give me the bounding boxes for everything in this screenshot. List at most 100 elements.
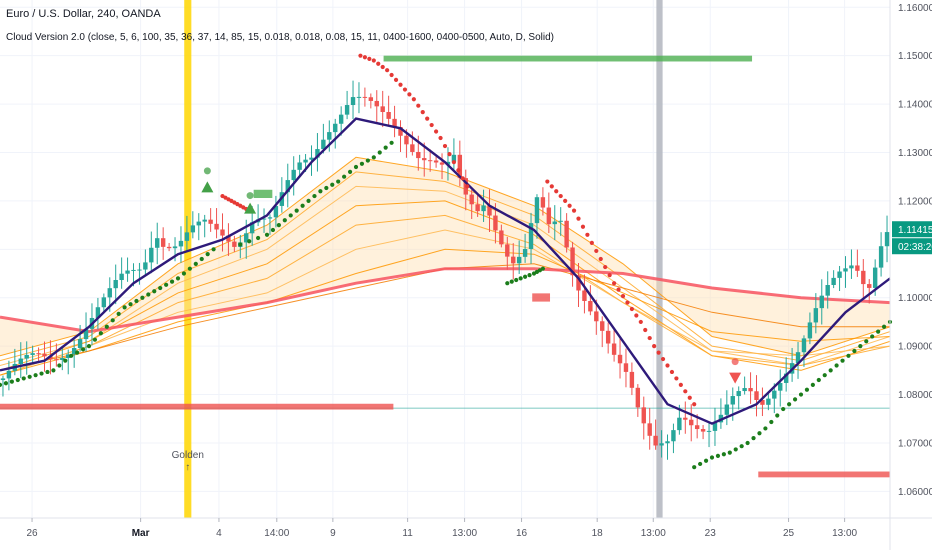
sell-triangle (729, 372, 742, 384)
sar-bull-dot (128, 302, 133, 307)
sar-bull-dot (804, 387, 810, 392)
sar-bull-dot (282, 218, 287, 223)
candle-body (813, 308, 819, 323)
sar-bull-dot (276, 223, 281, 228)
sar-bull-dot (787, 402, 792, 407)
sar-bear-dot (545, 179, 550, 184)
candle-body (766, 398, 771, 405)
candle-body (398, 127, 403, 136)
candle-body (190, 225, 196, 233)
candle-body (546, 207, 552, 225)
sar-bear-dot (407, 92, 412, 97)
y-tick-label: 1.06000 (898, 487, 932, 498)
sar-bull-dot (751, 436, 756, 441)
sar-bull-dot (21, 376, 26, 381)
candle-body (594, 311, 599, 322)
sar-bear-dot (425, 116, 430, 121)
sar-bull-dot (721, 452, 726, 457)
candle-body (291, 169, 296, 181)
sar-bear-dot (674, 376, 679, 381)
candle-body (333, 123, 338, 133)
ribbon-fill (0, 157, 890, 356)
candle-body (226, 235, 231, 242)
candle-body (107, 288, 112, 298)
candle-body (760, 400, 765, 405)
sar-bull-dot (383, 145, 388, 150)
sar-bull-dot (792, 397, 798, 402)
sar-bull-dot (187, 266, 192, 271)
sar-bear-dot (567, 203, 572, 208)
y-tick-label: 1.15000 (898, 51, 932, 62)
ribbon-line (0, 185, 891, 367)
fast-ma-line (0, 117, 891, 425)
candle-body (600, 321, 605, 331)
current-price: 1.11415 (898, 225, 932, 236)
time-axis[interactable]: 26 Mar 4 14:00 9 11 13:00 16 18 13:00 23 25 13:00 (0, 517, 932, 539)
candle-body (783, 373, 789, 383)
sar-bear-dot (465, 184, 470, 189)
candle-body (232, 241, 237, 247)
candle-body (700, 429, 706, 432)
candle-body (499, 230, 504, 245)
sar-bull-dot (852, 348, 857, 354)
sar-bull-dot (193, 261, 198, 266)
candle-body (356, 96, 362, 98)
sar-bull-dot (514, 277, 519, 283)
sar-bull-dot (840, 358, 845, 363)
sar-bull-dot (158, 285, 163, 291)
sar-bull-dot (703, 458, 709, 463)
sar-bear-dot (585, 232, 590, 237)
slow-ma-line (0, 267, 891, 334)
candle-body (605, 330, 611, 344)
annotation-tick: ↑ (185, 462, 190, 473)
candle-body (665, 441, 670, 444)
x-tick-label: Mar (132, 528, 150, 539)
sar-bull-dot (3, 381, 9, 386)
sar-bull-dot (247, 239, 252, 244)
sar-bull-dot (389, 140, 394, 145)
sar-bear-dot (589, 240, 594, 245)
candle-body (220, 229, 225, 236)
candle-body (380, 106, 385, 113)
sar-bull-dot (692, 465, 697, 470)
candle-body (801, 338, 807, 353)
sar-bear-dot (683, 389, 688, 394)
sar-bull-dot (870, 334, 875, 339)
candle-body (427, 160, 433, 162)
candle-body (778, 382, 783, 391)
candle-body (214, 223, 219, 230)
sar-bear-dot (634, 313, 639, 318)
x-tick-label: 18 (592, 528, 604, 539)
x-tick-label: 13:00 (641, 528, 666, 539)
sar-bull-dot (104, 324, 109, 329)
sar-bear-dot (438, 135, 443, 141)
candle-body (878, 246, 884, 268)
candle-body (137, 269, 142, 271)
sar-bull-dot (122, 305, 127, 310)
sar-bear-dot (665, 363, 670, 368)
sar-bull-dot (509, 279, 514, 284)
candle-body (149, 247, 154, 263)
candle-body (350, 97, 356, 106)
sar-bull-dot (858, 344, 863, 349)
candle-body (42, 353, 47, 357)
candle-body (754, 391, 759, 401)
candle-body (481, 205, 486, 212)
chart-title: Euro / U.S. Dollar, 240, OANDA (6, 8, 161, 20)
candle-body (540, 197, 546, 208)
sar-bull-dot (164, 282, 169, 287)
sar-bull-dot (810, 382, 815, 387)
candle-body (261, 218, 267, 220)
candle-body (772, 390, 777, 399)
candle-body (6, 370, 12, 379)
candle-body (344, 105, 350, 115)
sar-bull-dot (33, 373, 38, 378)
candle-body (884, 232, 890, 247)
sar-bull-dot (75, 350, 80, 355)
sar-bear-dot (620, 294, 626, 299)
sar-bear-dot (576, 216, 581, 221)
sar-bear-dot (398, 82, 403, 87)
candle-body (83, 328, 89, 340)
